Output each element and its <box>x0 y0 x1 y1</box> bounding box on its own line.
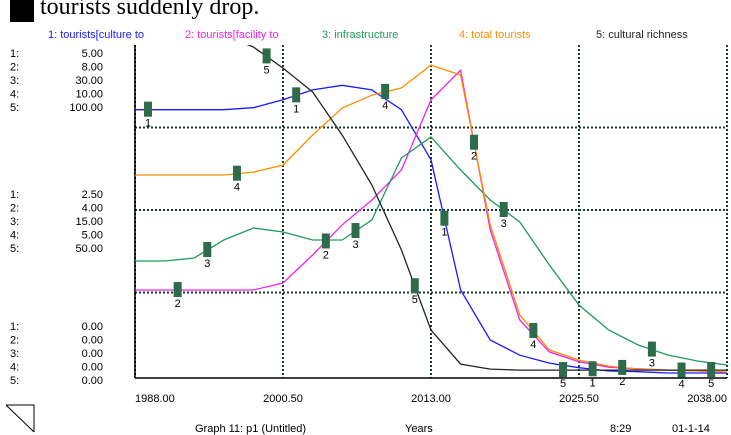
axis-key: 3: <box>10 216 19 228</box>
corner-icon-diag <box>5 404 35 433</box>
series-marker <box>381 83 390 99</box>
legend-entry: 5: cultural richness <box>596 29 688 41</box>
series-marker-label: 1 <box>293 103 299 115</box>
axis-key: 1: <box>10 321 19 333</box>
axis-key: 5: <box>10 375 19 387</box>
series-marker-label: 4 <box>234 182 240 194</box>
series-marker <box>677 362 686 378</box>
series-marker-label: 1 <box>441 227 447 239</box>
series-marker <box>262 48 271 64</box>
legend-entry: 3: infrastructure <box>322 29 398 41</box>
series-marker-label: 2 <box>471 151 477 163</box>
legend-entry: 2: tourists[facility to <box>185 29 279 41</box>
series-marker-label: 4 <box>678 379 684 391</box>
y-tick-label: 5.00 <box>82 48 103 60</box>
series-marker <box>529 322 538 338</box>
y-tick-label: 0.00 <box>82 321 103 333</box>
y-tick-label: 0.00 <box>82 362 103 374</box>
y-tick-label: 10.00 <box>75 89 103 101</box>
series-marker-label: 4 <box>530 339 536 351</box>
series-marker-label: 5 <box>560 378 566 390</box>
black-square <box>10 0 34 22</box>
series-marker-label: 2 <box>323 249 329 261</box>
legend-entry: 1: tourists[culture to <box>48 29 144 41</box>
graph-label: Graph 11: p1 (Untitled) <box>195 423 306 435</box>
series-marker <box>232 165 241 181</box>
series-marker-label: 3 <box>649 358 655 370</box>
series-marker-label: 3 <box>501 218 507 230</box>
series-line <box>135 136 727 366</box>
series-marker <box>173 282 182 298</box>
series-marker <box>499 202 508 218</box>
series-marker <box>440 210 449 226</box>
time-label: 8:29 <box>610 423 631 435</box>
axis-key: 2: <box>10 335 19 347</box>
axis-key: 2: <box>10 62 19 74</box>
axis-key: 1: <box>10 189 19 201</box>
corner-icon[interactable] <box>6 404 35 432</box>
x-tick-label: 2038.00 <box>687 393 727 405</box>
series-marker-label: 1 <box>145 118 151 130</box>
y-tick-label: 0.00 <box>82 348 103 360</box>
axis-key: 2: <box>10 203 19 215</box>
series-marker <box>351 223 360 239</box>
series-marker <box>321 233 330 249</box>
series-marker <box>588 361 597 377</box>
y-tick-label: 2.50 <box>82 189 103 201</box>
y-tick-label: 50.00 <box>75 243 103 255</box>
date-label: 01-1-14 <box>672 423 710 435</box>
axis-key: 3: <box>10 75 19 87</box>
series-marker <box>144 101 152 117</box>
series-marker-label: 2 <box>619 376 625 388</box>
x-tick-label: 2025.50 <box>559 393 599 405</box>
series-marker-label: 5 <box>412 294 418 306</box>
axis-key: 5: <box>10 243 19 255</box>
top-note: tourists suddenly drop. <box>40 0 259 20</box>
axis-key: 4: <box>10 89 19 101</box>
axis-key: 1: <box>10 48 19 60</box>
series-line <box>135 84 727 374</box>
x-tick-label: 1988.00 <box>135 393 175 405</box>
series-marker-label: 5 <box>708 378 714 390</box>
axis-key: 4: <box>10 362 19 374</box>
series-line <box>246 45 727 371</box>
y-tick-label: 5.00 <box>82 230 103 242</box>
series-marker <box>559 362 567 378</box>
x-tick-label: 2000.50 <box>263 393 303 405</box>
x-axis-label: Years <box>405 423 433 435</box>
y-tick-label: 15.00 <box>75 216 103 228</box>
y-tick-label: 4.00 <box>82 203 103 215</box>
legend-entry: 4: total tourists <box>459 29 531 41</box>
series-marker <box>470 134 479 150</box>
series-marker <box>292 87 301 103</box>
axis-key: 3: <box>10 348 19 360</box>
axis-key: 5: <box>10 102 19 114</box>
axis-key: 4: <box>10 230 19 242</box>
series-marker <box>410 278 419 294</box>
series-marker-label: 3 <box>204 258 210 270</box>
series-marker-label: 3 <box>352 239 358 251</box>
y-tick-label: 100.00 <box>69 102 103 114</box>
series-marker <box>203 242 212 258</box>
y-tick-label: 30.00 <box>75 75 103 87</box>
series-marker-label: 2 <box>175 298 181 310</box>
y-tick-label: 0.00 <box>82 335 103 347</box>
y-tick-label: 0.00 <box>82 375 103 387</box>
series-marker-label: 4 <box>382 100 388 112</box>
series-marker <box>647 341 656 357</box>
series-marker <box>618 359 627 375</box>
series-marker-label: 1 <box>590 377 596 389</box>
series-marker-label: 5 <box>264 64 270 76</box>
y-tick-label: 8.00 <box>82 62 103 74</box>
x-tick-label: 2013.00 <box>411 393 451 405</box>
series-marker <box>707 362 716 378</box>
